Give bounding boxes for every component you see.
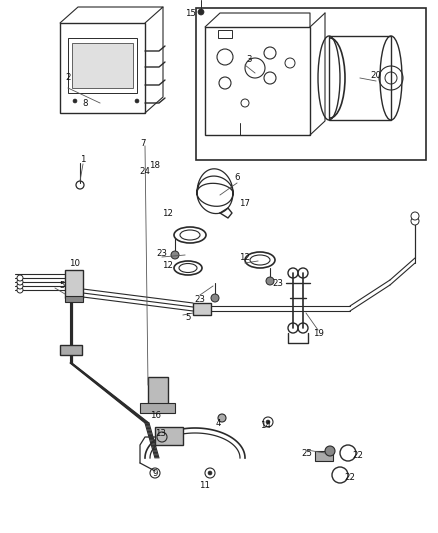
Circle shape <box>135 99 139 103</box>
Bar <box>196 8 426 160</box>
Text: 3: 3 <box>246 55 252 64</box>
Text: 12: 12 <box>240 254 251 262</box>
Bar <box>155 427 183 445</box>
Text: 23: 23 <box>272 279 283 287</box>
Text: 11: 11 <box>199 481 211 489</box>
Text: 6: 6 <box>234 173 240 182</box>
Circle shape <box>325 446 335 456</box>
Text: 24: 24 <box>139 166 151 175</box>
Bar <box>140 403 175 413</box>
Bar <box>65 296 83 302</box>
Text: 25: 25 <box>301 448 312 457</box>
Circle shape <box>266 420 270 424</box>
Text: 4: 4 <box>215 418 221 427</box>
Text: 2: 2 <box>65 74 71 83</box>
Bar <box>65 270 83 298</box>
Circle shape <box>17 283 23 289</box>
Circle shape <box>340 445 356 461</box>
Text: 12: 12 <box>162 208 173 217</box>
Text: 10: 10 <box>70 259 81 268</box>
Circle shape <box>17 275 23 281</box>
Text: 12: 12 <box>162 261 173 270</box>
Circle shape <box>17 287 23 293</box>
Text: 1: 1 <box>80 156 86 165</box>
Bar <box>329 36 391 120</box>
Circle shape <box>208 471 212 475</box>
Circle shape <box>211 294 219 302</box>
Circle shape <box>198 9 204 15</box>
Bar <box>60 345 82 355</box>
Text: 20: 20 <box>371 70 381 79</box>
Text: 15: 15 <box>186 9 197 18</box>
Text: 5: 5 <box>59 280 65 289</box>
Circle shape <box>411 217 419 225</box>
Circle shape <box>266 277 274 285</box>
Bar <box>72 43 133 88</box>
Bar <box>193 303 211 315</box>
Text: 23: 23 <box>156 248 167 257</box>
Text: 23: 23 <box>194 295 205 303</box>
Text: 9: 9 <box>152 469 158 478</box>
Circle shape <box>411 212 419 220</box>
Text: 13: 13 <box>155 429 166 438</box>
Text: 19: 19 <box>313 328 323 337</box>
Bar <box>60 23 145 113</box>
Bar <box>148 377 168 405</box>
Circle shape <box>218 414 226 422</box>
Circle shape <box>73 99 77 103</box>
Text: 17: 17 <box>240 198 251 207</box>
Text: 5: 5 <box>185 312 191 321</box>
Circle shape <box>17 279 23 285</box>
Bar <box>315 451 333 461</box>
Text: 7: 7 <box>140 139 146 148</box>
Text: 14: 14 <box>261 421 272 430</box>
Bar <box>68 38 137 93</box>
Text: 18: 18 <box>149 161 160 171</box>
Text: 22: 22 <box>353 450 364 459</box>
Circle shape <box>332 467 348 483</box>
Text: 22: 22 <box>345 473 356 482</box>
Bar <box>205 27 310 135</box>
Text: 8: 8 <box>82 99 88 108</box>
Circle shape <box>171 251 179 259</box>
Text: 16: 16 <box>151 411 162 421</box>
Bar <box>218 30 232 38</box>
